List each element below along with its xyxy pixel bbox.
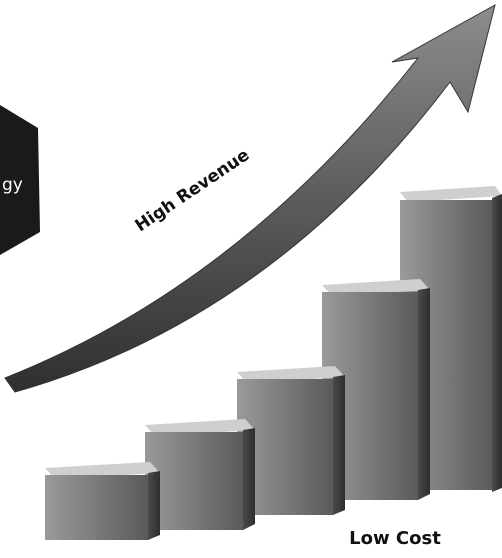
badge-text: gy [2,175,23,195]
bar-1 [45,462,160,540]
low-cost-label: Low Cost [349,528,441,549]
badge-shape [0,105,40,255]
arrow [4,4,496,393]
bar-2 [145,419,255,530]
high-revenue-label: High Revenue [132,145,254,236]
